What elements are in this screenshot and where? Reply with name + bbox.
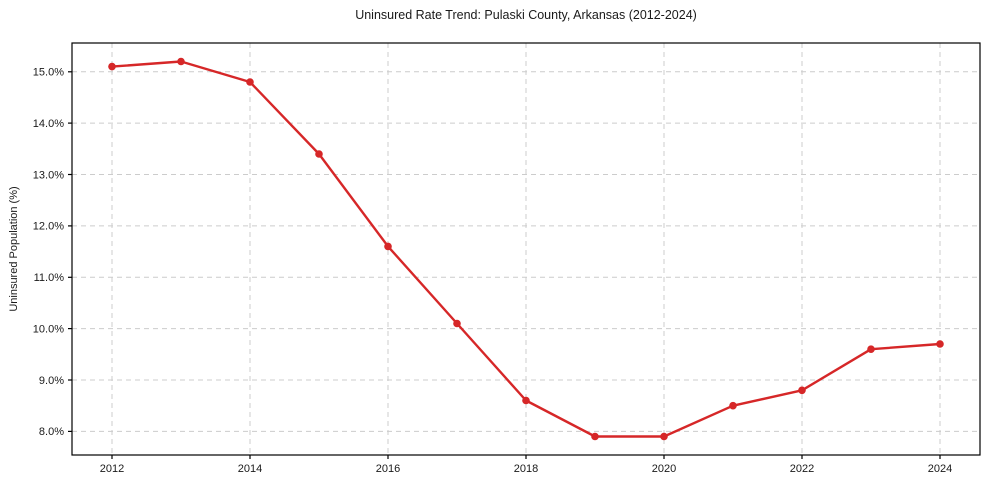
x-tick-label: 2014 bbox=[238, 463, 262, 475]
data-point-2024 bbox=[936, 340, 944, 348]
y-tick-label: 13.0% bbox=[33, 169, 64, 181]
data-point-2013 bbox=[177, 57, 185, 66]
data-point-2016 bbox=[384, 242, 392, 251]
x-tick-label: 2016 bbox=[376, 463, 400, 475]
data-point-2021 bbox=[729, 401, 737, 410]
x-tick-label: 2020 bbox=[652, 463, 676, 475]
x-tick-label: 2024 bbox=[928, 463, 952, 475]
data-point-2015 bbox=[315, 150, 323, 158]
data-point-2022 bbox=[798, 386, 806, 395]
y-tick-label: 10.0% bbox=[33, 323, 64, 335]
x-tick-label: 2022 bbox=[790, 463, 814, 475]
data-point-2017 bbox=[453, 319, 461, 328]
y-tick-label: 11.0% bbox=[34, 272, 65, 284]
plot-border bbox=[71, 42, 981, 456]
data-point-2023 bbox=[867, 345, 875, 354]
data-point-2018 bbox=[522, 396, 530, 405]
x-tick-label: 2012 bbox=[100, 463, 124, 475]
data-point-2014 bbox=[246, 78, 254, 86]
x-tick-label: 2018 bbox=[514, 463, 538, 475]
data-point-2012 bbox=[108, 62, 116, 71]
data-point-2020 bbox=[660, 432, 668, 441]
y-tick-label: 12.0% bbox=[33, 221, 64, 233]
y-tick-label: 15.0% bbox=[33, 67, 64, 79]
chart-title: Uninsured Rate Trend: Pulaski County, Ar… bbox=[355, 8, 697, 22]
y-tick-label: 9.0% bbox=[39, 375, 64, 387]
y-tick-label: 14.0% bbox=[33, 118, 64, 130]
data-point-2019 bbox=[591, 432, 599, 441]
y-tick-label: 8.0% bbox=[39, 426, 64, 438]
